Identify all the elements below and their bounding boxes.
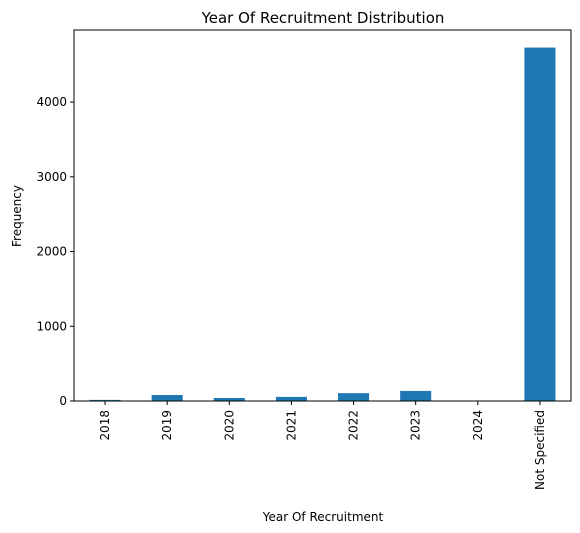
bar-not-specified [524, 47, 556, 401]
bar-2022 [338, 393, 370, 401]
y-tick-label: 3000 [36, 170, 67, 184]
x-tick-label: 2024 [471, 410, 485, 441]
y-tick-label: 2000 [36, 245, 67, 259]
bars-group [89, 47, 556, 401]
bar-2021 [275, 396, 307, 401]
y-tick-label: 4000 [36, 95, 67, 109]
bar-2019 [151, 395, 183, 401]
x-axis-label: Year Of Recruitment [262, 510, 384, 524]
x-tick-label: 2018 [98, 410, 112, 441]
x-tick-label: 2022 [347, 410, 361, 441]
x-tick-label: 2020 [222, 410, 236, 441]
x-axis-ticks: 2018 2019 2020 2021 2022 2023 2024 Not Specifie… [98, 401, 547, 490]
y-tick-label: 1000 [36, 319, 67, 333]
x-tick-label: 2021 [284, 410, 298, 441]
chart-title: Year Of Recruitment Distribution [201, 9, 445, 27]
y-tick-label: 0 [59, 394, 67, 408]
x-tick-label: 2019 [160, 410, 174, 441]
y-axis-ticks: 0 1000 2000 3000 4000 [36, 95, 74, 408]
x-tick-label: Not Specified [533, 410, 547, 490]
bar-2018 [89, 399, 121, 401]
plot-frame [73, 29, 572, 402]
bar-2023 [400, 390, 432, 401]
y-axis-label: Frequency [10, 185, 24, 247]
bar-2020 [213, 398, 245, 401]
x-tick-label: 2023 [409, 410, 423, 441]
